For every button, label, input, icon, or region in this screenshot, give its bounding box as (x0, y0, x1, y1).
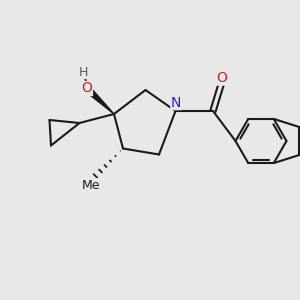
Text: N: N (171, 96, 181, 110)
Text: H: H (79, 65, 88, 79)
Text: Me: Me (81, 178, 100, 192)
Polygon shape (85, 86, 114, 114)
Text: O: O (216, 71, 227, 85)
Text: O: O (82, 82, 92, 95)
